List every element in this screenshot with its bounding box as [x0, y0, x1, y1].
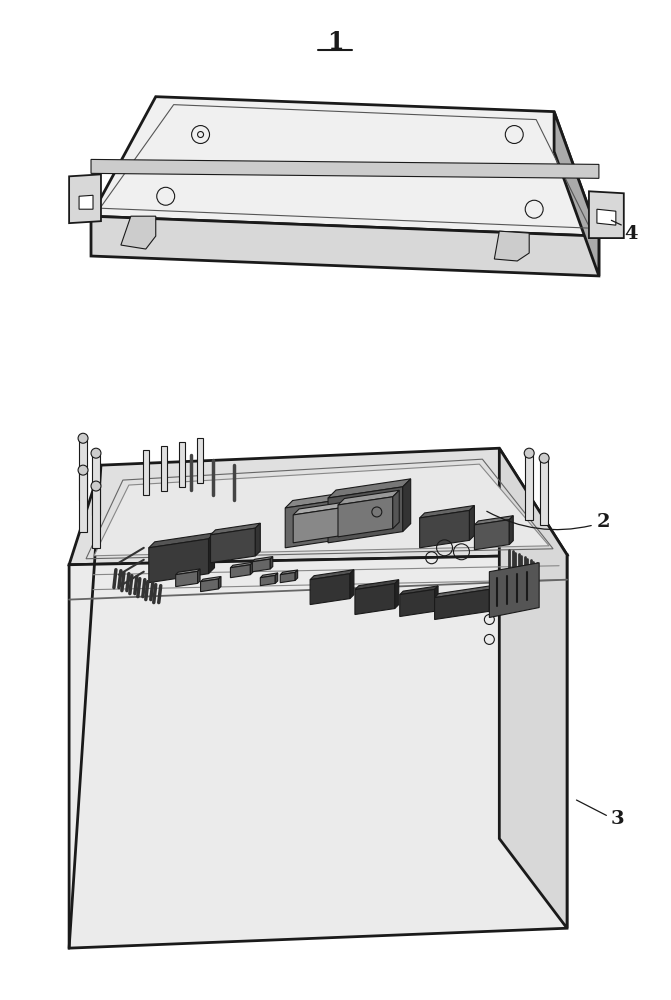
Polygon shape [250, 562, 253, 575]
Polygon shape [355, 580, 399, 590]
Circle shape [539, 453, 549, 463]
Polygon shape [201, 576, 221, 582]
Polygon shape [395, 580, 399, 609]
Polygon shape [91, 159, 599, 178]
Polygon shape [525, 455, 533, 520]
Polygon shape [197, 569, 200, 583]
Polygon shape [540, 460, 548, 525]
Text: 3: 3 [611, 810, 625, 828]
Polygon shape [328, 487, 403, 543]
Polygon shape [435, 586, 438, 611]
Polygon shape [338, 497, 393, 537]
Polygon shape [143, 450, 149, 495]
Polygon shape [470, 505, 474, 540]
Polygon shape [92, 455, 100, 515]
Polygon shape [79, 195, 93, 209]
Polygon shape [295, 570, 298, 580]
Polygon shape [91, 97, 599, 236]
Polygon shape [201, 579, 219, 592]
Polygon shape [328, 479, 411, 498]
Polygon shape [211, 523, 260, 535]
Polygon shape [94, 464, 549, 556]
Polygon shape [91, 216, 599, 276]
Polygon shape [260, 573, 278, 578]
Polygon shape [489, 585, 493, 611]
Polygon shape [400, 586, 438, 595]
Polygon shape [345, 501, 351, 535]
Polygon shape [350, 570, 354, 599]
Polygon shape [69, 555, 567, 948]
Polygon shape [92, 488, 100, 548]
Polygon shape [280, 572, 295, 583]
Polygon shape [495, 231, 529, 261]
Polygon shape [338, 490, 399, 505]
Polygon shape [499, 448, 567, 928]
Polygon shape [355, 490, 362, 537]
Polygon shape [176, 569, 200, 575]
Circle shape [524, 448, 534, 458]
Polygon shape [121, 216, 156, 249]
Polygon shape [474, 520, 509, 550]
Polygon shape [252, 559, 270, 572]
Polygon shape [260, 575, 275, 586]
Polygon shape [509, 516, 513, 545]
Polygon shape [79, 472, 87, 532]
Circle shape [78, 465, 88, 475]
Polygon shape [285, 498, 355, 548]
Polygon shape [230, 565, 250, 578]
Polygon shape [435, 585, 493, 598]
Polygon shape [310, 574, 350, 605]
Polygon shape [230, 562, 253, 568]
Polygon shape [69, 174, 101, 223]
Polygon shape [256, 523, 260, 556]
Polygon shape [149, 533, 215, 548]
Polygon shape [149, 539, 209, 583]
Circle shape [91, 481, 101, 491]
Polygon shape [280, 570, 298, 575]
Polygon shape [69, 448, 567, 565]
Polygon shape [209, 533, 215, 574]
Polygon shape [419, 505, 474, 518]
Polygon shape [355, 584, 395, 615]
Polygon shape [275, 573, 278, 583]
Polygon shape [400, 589, 435, 617]
Circle shape [91, 448, 101, 458]
Polygon shape [197, 438, 203, 483]
Polygon shape [252, 557, 272, 562]
Polygon shape [474, 516, 513, 525]
Polygon shape [310, 570, 354, 580]
Polygon shape [597, 209, 616, 225]
Circle shape [78, 433, 88, 443]
Polygon shape [161, 446, 166, 491]
Polygon shape [270, 557, 272, 569]
Polygon shape [589, 191, 624, 238]
Polygon shape [293, 507, 345, 543]
Polygon shape [219, 576, 221, 589]
Polygon shape [293, 501, 351, 515]
Text: 4: 4 [624, 225, 637, 243]
Polygon shape [554, 112, 599, 276]
Polygon shape [489, 563, 539, 618]
Polygon shape [435, 589, 489, 620]
Polygon shape [403, 479, 411, 532]
Polygon shape [393, 490, 399, 529]
Polygon shape [176, 571, 197, 587]
Polygon shape [285, 490, 362, 508]
Polygon shape [79, 440, 87, 500]
Text: 2: 2 [597, 513, 611, 531]
Polygon shape [419, 510, 470, 548]
Polygon shape [211, 528, 256, 563]
Text: 1: 1 [327, 30, 344, 54]
Polygon shape [178, 442, 185, 487]
